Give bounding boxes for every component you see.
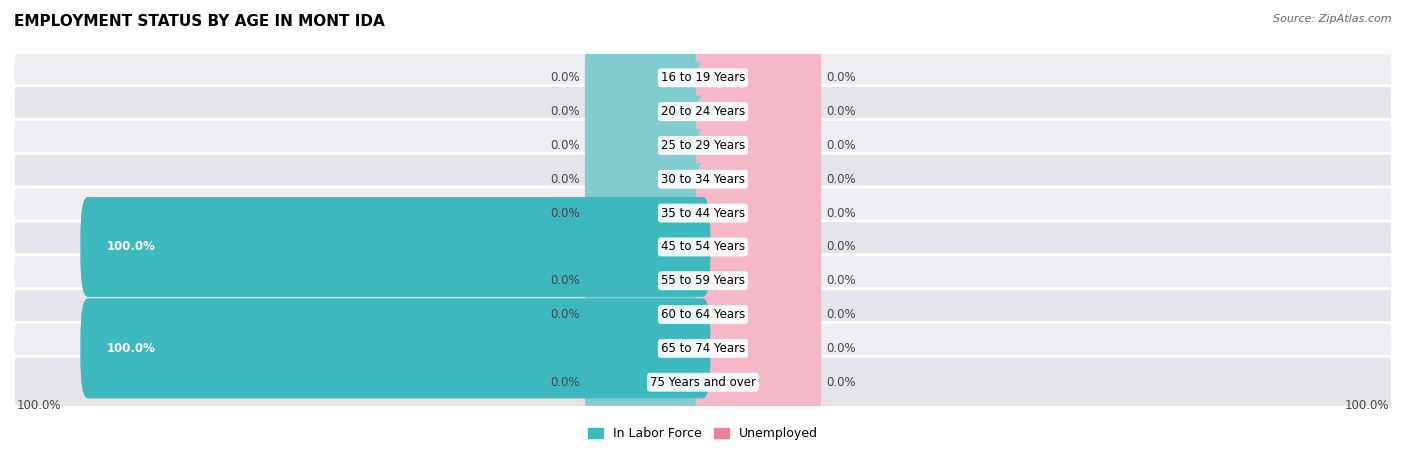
FancyBboxPatch shape <box>696 299 821 398</box>
Legend: In Labor Force, Unemployed: In Labor Force, Unemployed <box>583 423 823 446</box>
Text: 0.0%: 0.0% <box>827 342 856 355</box>
FancyBboxPatch shape <box>14 322 1392 374</box>
FancyBboxPatch shape <box>14 356 1392 408</box>
Text: 30 to 34 Years: 30 to 34 Years <box>661 173 745 186</box>
FancyBboxPatch shape <box>696 197 821 297</box>
Text: 65 to 74 Years: 65 to 74 Years <box>661 342 745 355</box>
FancyBboxPatch shape <box>14 153 1392 205</box>
Text: 100.0%: 100.0% <box>107 240 155 253</box>
Text: 0.0%: 0.0% <box>827 71 856 84</box>
Text: 0.0%: 0.0% <box>827 105 856 118</box>
FancyBboxPatch shape <box>696 129 821 229</box>
FancyBboxPatch shape <box>80 197 710 297</box>
FancyBboxPatch shape <box>696 96 821 195</box>
Text: 0.0%: 0.0% <box>550 105 581 118</box>
Text: 0.0%: 0.0% <box>827 207 856 220</box>
FancyBboxPatch shape <box>585 129 710 229</box>
Text: 0.0%: 0.0% <box>550 139 581 152</box>
Text: 100.0%: 100.0% <box>107 342 155 355</box>
Text: 0.0%: 0.0% <box>550 376 581 389</box>
FancyBboxPatch shape <box>80 197 710 297</box>
Text: 100.0%: 100.0% <box>1344 399 1389 412</box>
Text: 60 to 64 Years: 60 to 64 Years <box>661 308 745 321</box>
Text: 0.0%: 0.0% <box>827 173 856 186</box>
Text: 0.0%: 0.0% <box>550 173 581 186</box>
Text: EMPLOYMENT STATUS BY AGE IN MONT IDA: EMPLOYMENT STATUS BY AGE IN MONT IDA <box>14 14 385 28</box>
FancyBboxPatch shape <box>14 187 1392 239</box>
FancyBboxPatch shape <box>696 62 821 161</box>
FancyBboxPatch shape <box>585 265 710 364</box>
Text: 20 to 24 Years: 20 to 24 Years <box>661 105 745 118</box>
Text: 45 to 54 Years: 45 to 54 Years <box>661 240 745 253</box>
Text: 0.0%: 0.0% <box>550 207 581 220</box>
FancyBboxPatch shape <box>585 96 710 195</box>
Text: 0.0%: 0.0% <box>827 274 856 287</box>
FancyBboxPatch shape <box>585 163 710 263</box>
FancyBboxPatch shape <box>80 299 710 398</box>
FancyBboxPatch shape <box>80 299 710 398</box>
FancyBboxPatch shape <box>696 231 821 331</box>
FancyBboxPatch shape <box>696 332 821 432</box>
FancyBboxPatch shape <box>585 62 710 161</box>
FancyBboxPatch shape <box>585 332 710 432</box>
Text: Source: ZipAtlas.com: Source: ZipAtlas.com <box>1274 14 1392 23</box>
FancyBboxPatch shape <box>14 120 1392 171</box>
Text: 55 to 59 Years: 55 to 59 Years <box>661 274 745 287</box>
Text: 0.0%: 0.0% <box>827 376 856 389</box>
FancyBboxPatch shape <box>696 163 821 263</box>
Text: 0.0%: 0.0% <box>827 139 856 152</box>
Text: 100.0%: 100.0% <box>17 399 62 412</box>
Text: 0.0%: 0.0% <box>550 274 581 287</box>
FancyBboxPatch shape <box>696 265 821 364</box>
FancyBboxPatch shape <box>14 289 1392 341</box>
FancyBboxPatch shape <box>696 28 821 128</box>
FancyBboxPatch shape <box>585 28 710 128</box>
Text: 0.0%: 0.0% <box>827 240 856 253</box>
FancyBboxPatch shape <box>585 231 710 331</box>
Text: 16 to 19 Years: 16 to 19 Years <box>661 71 745 84</box>
FancyBboxPatch shape <box>14 52 1392 104</box>
Text: 0.0%: 0.0% <box>827 308 856 321</box>
FancyBboxPatch shape <box>14 221 1392 273</box>
Text: 25 to 29 Years: 25 to 29 Years <box>661 139 745 152</box>
Text: 35 to 44 Years: 35 to 44 Years <box>661 207 745 220</box>
Text: 75 Years and over: 75 Years and over <box>650 376 756 389</box>
Text: 0.0%: 0.0% <box>550 71 581 84</box>
FancyBboxPatch shape <box>14 255 1392 307</box>
FancyBboxPatch shape <box>14 86 1392 138</box>
Text: 0.0%: 0.0% <box>550 308 581 321</box>
